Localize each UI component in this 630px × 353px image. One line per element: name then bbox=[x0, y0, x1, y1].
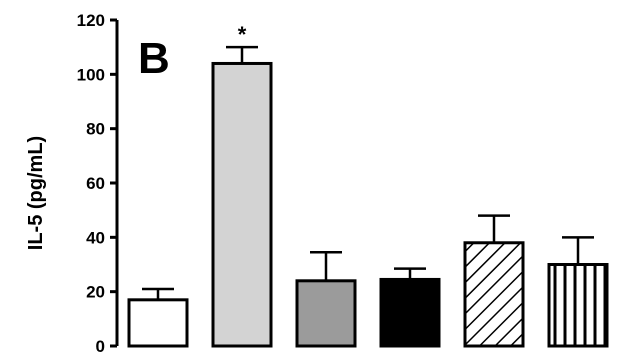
y-tick-label: 80 bbox=[86, 120, 105, 139]
bar bbox=[547, 263, 609, 348]
y-tick-label: 20 bbox=[86, 283, 105, 302]
bar bbox=[295, 279, 357, 348]
bar bbox=[211, 61, 273, 348]
y-tick-label: 120 bbox=[77, 11, 105, 30]
bars: * bbox=[127, 22, 609, 348]
y-axis-label: IL-5 (pg/mL) bbox=[25, 136, 47, 250]
significance-marker: * bbox=[238, 22, 247, 47]
y-tick-label: 100 bbox=[77, 65, 105, 84]
y-tick-label: 40 bbox=[86, 228, 105, 247]
bar bbox=[463, 241, 525, 348]
panel-label: B bbox=[138, 34, 170, 83]
bar bbox=[127, 298, 189, 348]
bar bbox=[379, 277, 441, 348]
y-axis: 0 20 40 60 80 100 120 bbox=[77, 11, 119, 353]
y-tick-label: 60 bbox=[86, 174, 105, 193]
y-tick-label: 0 bbox=[96, 337, 105, 353]
